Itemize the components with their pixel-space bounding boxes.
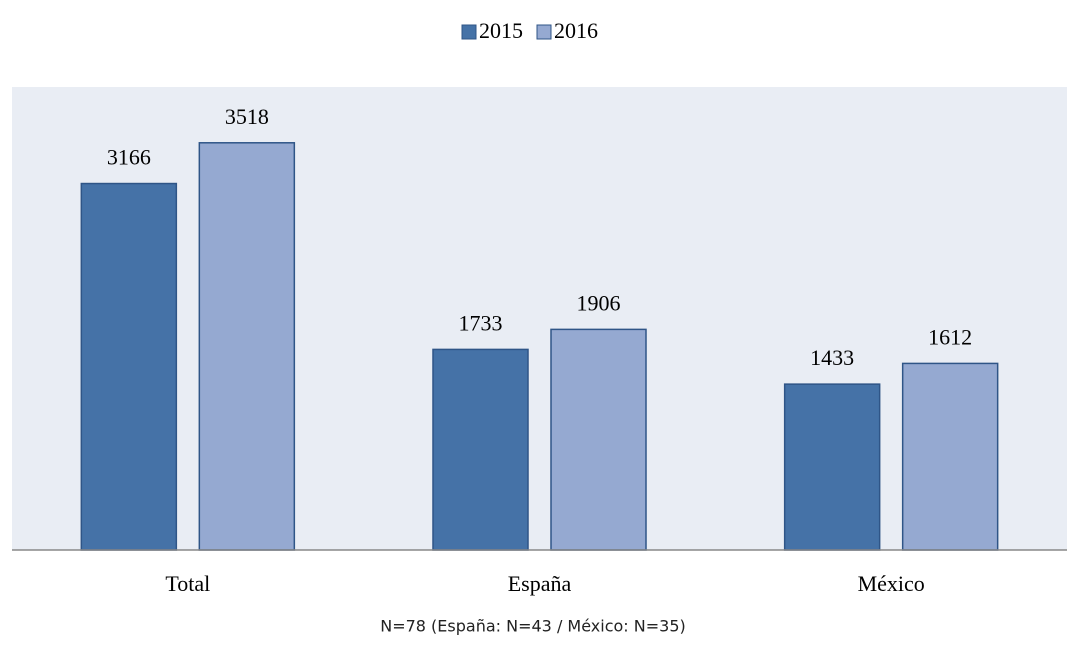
bar [783,383,881,551]
bar [550,328,647,551]
bar [432,348,529,551]
legend-swatch [536,24,552,40]
data-label: 1733 [459,310,503,335]
x-tick-label: Total [165,571,210,596]
data-label: 3166 [107,145,151,170]
legend-label: 2015 [479,18,523,43]
x-tick-label: España [508,571,572,596]
legend-label: 2016 [554,18,598,43]
bar [198,142,296,551]
footnote: N=78 (España: N=43 / México: N=35) [380,617,686,636]
legend-swatch [461,24,477,40]
bar [80,182,178,551]
plot-area [12,87,1067,550]
data-label: 3518 [225,104,269,129]
data-label: 1906 [577,290,621,315]
x-tick-label: México [858,571,925,596]
bar [901,362,999,551]
data-label: 1612 [928,324,972,349]
data-label: 1433 [810,345,854,370]
